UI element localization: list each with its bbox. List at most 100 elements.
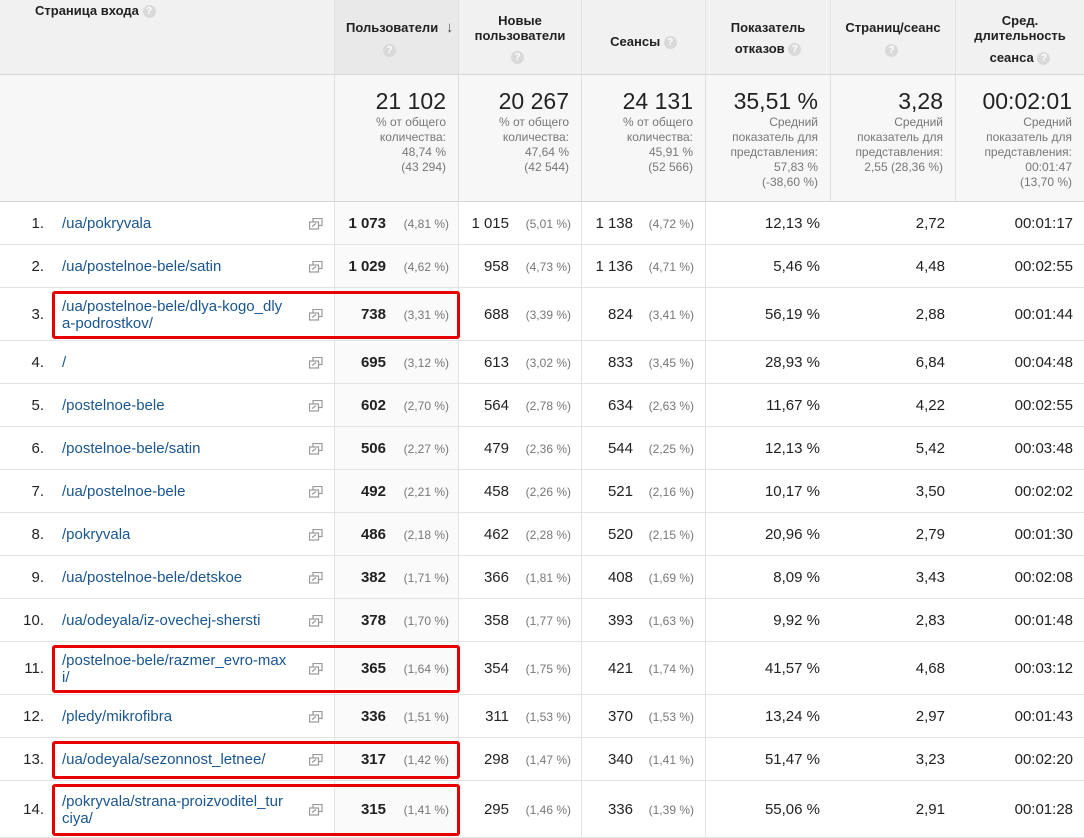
header-new-users-l1: Новые [498, 13, 542, 28]
table-row: 7. /ua/postelnoe-bele 492 (2,21 %) 458 (… [0, 470, 1084, 513]
page-link-line1: /postelnoe-bele [62, 397, 165, 414]
help-icon[interactable]: ? [663, 36, 677, 50]
help-icon[interactable]: ? [885, 44, 898, 58]
page-link[interactable]: /ua/postelnoe-bele/satin [62, 258, 307, 275]
users-cell [335, 556, 459, 598]
header-avg-duration[interactable]: Сред. длительность сеанса ? [956, 0, 1084, 75]
row-number: 11. [24, 660, 44, 677]
sessions-cell [582, 288, 706, 340]
new-users-value: 462 [483, 526, 509, 543]
page-link[interactable]: /postelnoe-bele [62, 397, 307, 414]
summary-new-users: 20 267 % от общего количества: 47,64 % (… [459, 75, 582, 202]
page-link[interactable]: /ua/postelnoe-bele/dlya-kogo_dly a-podro… [62, 298, 307, 332]
help-icon[interactable]: ? [383, 44, 396, 58]
avg-duration-value: 00:01:44 [1014, 306, 1073, 323]
new-users-cell [459, 202, 582, 244]
page-link[interactable]: /ua/pokryvala [62, 215, 307, 232]
summary-users-l1: % от общего [376, 115, 446, 129]
summary-new-users-l1: % от общего [499, 115, 569, 129]
open-in-new-window-icon[interactable] [308, 485, 323, 498]
sessions-value: 833 [607, 354, 633, 371]
open-in-new-window-icon[interactable] [308, 614, 323, 627]
header-new-users[interactable]: Новые пользователи ? [459, 0, 582, 75]
new-users-value: 613 [483, 354, 509, 371]
page-link[interactable]: /postelnoe-bele/satin [62, 440, 307, 457]
open-in-new-window-icon[interactable] [308, 571, 323, 584]
sessions-cell [582, 738, 706, 780]
page-link[interactable]: /ua/postelnoe-bele [62, 483, 307, 500]
users-pct: (1,64 %) [403, 662, 449, 676]
page-link[interactable]: /ua/odeyala/sezonnost_letnee/ [62, 751, 307, 768]
help-icon[interactable]: ? [1037, 52, 1051, 66]
summary-pps-l2: показатель для [857, 130, 943, 144]
open-in-new-window-icon[interactable] [308, 399, 323, 412]
page-link[interactable]: /ua/odeyala/iz-ovechej-shersti [62, 612, 307, 629]
page-cell [0, 556, 335, 598]
bounce-value: 9,92 % [773, 612, 820, 629]
table-row: 2. /ua/postelnoe-bele/satin 1 029 (4,62 … [0, 245, 1084, 288]
table-row: 12. /pledy/mikrofibra 336 (1,51 %) 311 (… [0, 695, 1084, 738]
sessions-value: 1 138 [595, 215, 633, 232]
header-page[interactable]: Страница входа ? [0, 0, 335, 75]
summary-new-users-l4: (42 544) [524, 160, 569, 174]
new-users-value: 298 [483, 751, 509, 768]
open-in-new-window-icon[interactable] [308, 662, 323, 675]
page-link[interactable]: /pledy/mikrofibra [62, 708, 307, 725]
bounce-value: 12,13 % [764, 215, 820, 232]
sessions-value: 824 [607, 306, 633, 323]
help-icon[interactable]: ? [511, 51, 524, 65]
row-number: 7. [31, 483, 44, 500]
summary-avg-l5: (13,70 %) [1019, 175, 1072, 189]
open-in-new-window-icon[interactable] [308, 356, 323, 369]
open-in-new-window-icon[interactable] [308, 803, 323, 816]
open-in-new-window-icon[interactable] [308, 753, 323, 766]
header-pages-per-session[interactable]: Страниц/сеанс ? [831, 0, 956, 75]
users-cell [335, 341, 459, 383]
help-icon[interactable]: ? [142, 5, 156, 19]
help-icon[interactable]: ? [788, 43, 802, 57]
users-value: 695 [360, 354, 386, 371]
new-users-cell [459, 384, 582, 426]
summary-users-l2: количества: [379, 130, 446, 144]
open-in-new-window-icon[interactable] [308, 308, 323, 321]
page-link[interactable]: /pokryvala [62, 526, 307, 543]
table-row: 5. /postelnoe-bele 602 (2,70 %) 564 (2,7… [0, 384, 1084, 427]
page-cell [0, 384, 335, 426]
summary-pps: 3,28 Средний показатель для представлени… [831, 75, 956, 202]
page-link[interactable]: /postelnoe-bele/razmer_evro-max i/ [62, 652, 307, 686]
users-cell [335, 695, 459, 737]
row-number: 5. [31, 397, 44, 414]
users-value: 365 [360, 660, 386, 677]
sort-desc-arrow-icon[interactable]: ↓ [445, 19, 454, 36]
header-users[interactable]: Пользователи ↓ ? [335, 0, 459, 75]
row-number: 2. [31, 258, 44, 275]
open-in-new-window-icon[interactable] [308, 260, 323, 273]
new-users-value: 564 [483, 397, 509, 414]
open-in-new-window-icon[interactable] [308, 442, 323, 455]
page-link[interactable]: /ua/postelnoe-bele/detskoe [62, 569, 307, 586]
users-value: 602 [360, 397, 386, 414]
users-value: 738 [360, 306, 386, 323]
open-in-new-window-icon[interactable] [308, 528, 323, 541]
header-users-label: Пользователи [346, 20, 439, 35]
avg-duration-value: 00:03:12 [1014, 660, 1073, 677]
users-pct: (2,70 %) [403, 399, 449, 413]
sessions-cell [582, 202, 706, 244]
bounce-value: 8,09 % [773, 569, 820, 586]
page-link[interactable]: / [62, 354, 307, 371]
new-users-cell [459, 245, 582, 287]
row-number: 3. [31, 306, 44, 323]
header-sessions[interactable]: Сеансы ? [582, 0, 706, 75]
table-row: 9. /ua/postelnoe-bele/detskoe 382 (1,71 … [0, 556, 1084, 599]
header-bounce[interactable]: Показатель отказов ? [706, 0, 831, 75]
users-cell [335, 781, 459, 837]
open-in-new-window-icon[interactable] [308, 710, 323, 723]
open-in-new-window-icon[interactable] [308, 217, 323, 230]
avg-duration-value: 00:01:28 [1014, 801, 1073, 818]
users-value: 486 [360, 526, 386, 543]
bounce-value: 5,46 % [773, 258, 820, 275]
page-link[interactable]: /pokryvala/strana-proizvoditel_tur ciya/ [62, 793, 307, 827]
header-avg-l3: сеанса [989, 50, 1034, 65]
bounce-value: 13,24 % [764, 708, 820, 725]
header-new-users-l2: пользователи [474, 28, 566, 43]
